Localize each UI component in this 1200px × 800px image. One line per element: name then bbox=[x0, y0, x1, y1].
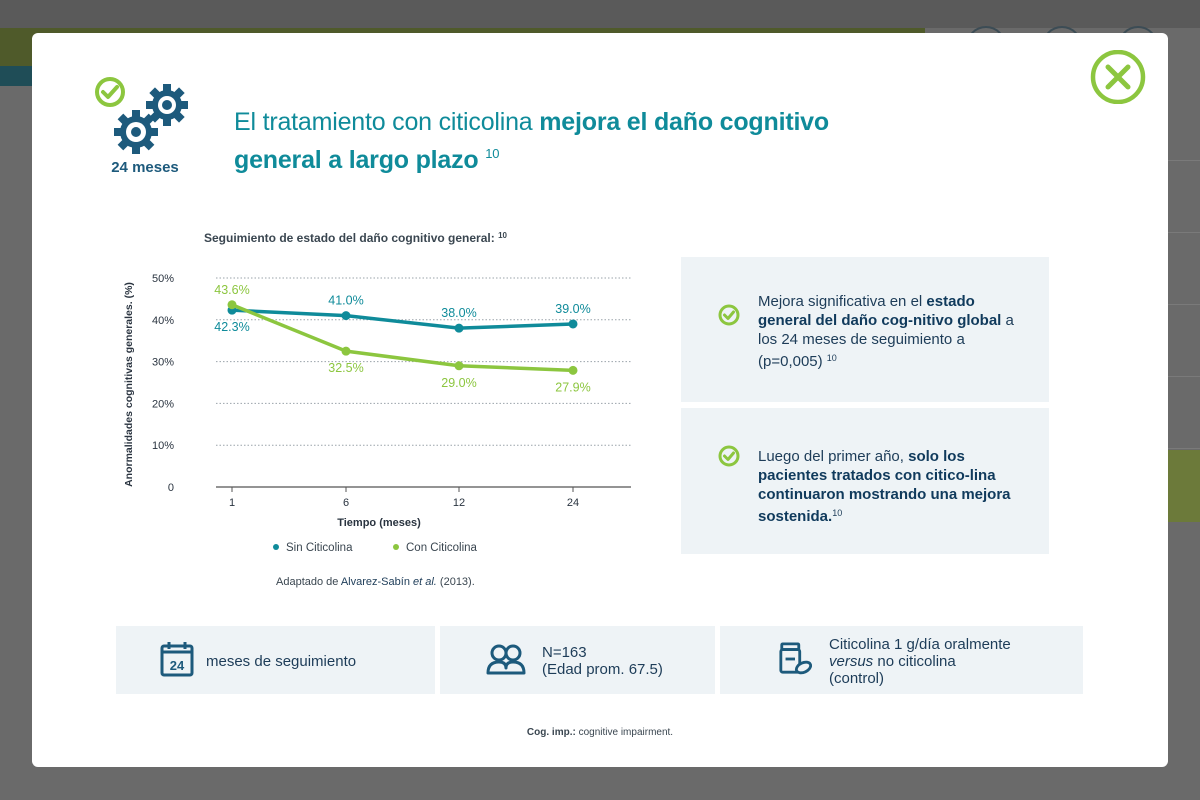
y-tick-label: 20% bbox=[152, 398, 174, 410]
page-title: El tratamiento con citicolina mejora el … bbox=[234, 106, 934, 176]
finding-2-intro: Luego del primer año, bbox=[758, 448, 909, 465]
y-tick-label: 0 bbox=[168, 482, 174, 494]
treatment-line-2: no citicolina bbox=[873, 653, 956, 670]
x-tick-label: 6 bbox=[343, 497, 349, 509]
data-point bbox=[454, 361, 464, 371]
badge-label: 24 meses bbox=[111, 159, 179, 176]
data-label: 43.6% bbox=[214, 283, 249, 297]
source-suffix: (2013). bbox=[436, 576, 475, 588]
y-axis-label: Anormalidades cognitivas generales. (%) bbox=[123, 282, 135, 487]
finding-1-intro: Mejora significativa en el bbox=[758, 293, 927, 310]
info-box-population: N=163 (Edad prom. 67.5) bbox=[440, 626, 715, 694]
finding-2-bold: solo los pacientes tratados con citico-l… bbox=[758, 448, 1011, 525]
title-reference: 10 bbox=[485, 146, 500, 161]
title-bold-1: mejora el daño cognitivo bbox=[539, 108, 829, 136]
legend-marker bbox=[393, 544, 399, 550]
source-note: Adaptado de Alvarez-Sabín et al. (2013). bbox=[276, 576, 475, 588]
finding-panel-1: Mejora significativa en el estado genera… bbox=[681, 257, 1049, 402]
finding-text-2: Luego del primer año, solo los pacientes… bbox=[758, 447, 1023, 526]
legend-label: Con Citicolina bbox=[406, 542, 478, 554]
legend-marker bbox=[273, 544, 279, 550]
footnote-abbrev: Cog. imp.: bbox=[526, 727, 576, 738]
x-tick-label: 1 bbox=[229, 497, 235, 509]
line-chart: 50% 40% 30% 20% 10% 0 1 6 12 24 Tiempo (meses) Anor… bbox=[123, 273, 631, 554]
duration-text: meses de seguimiento bbox=[206, 653, 357, 670]
chart-title-text: Seguimiento de estado del daño cognitivo… bbox=[204, 231, 495, 245]
pills-icon bbox=[779, 642, 812, 675]
source-prefix: Adaptado de bbox=[276, 576, 341, 588]
close-icon[interactable] bbox=[1089, 50, 1147, 104]
check-circle-icon bbox=[718, 304, 740, 326]
people-icon bbox=[486, 644, 526, 675]
data-label: 32.5% bbox=[328, 361, 363, 375]
treatment-line-1: Citicolina 1 g/día oralmente bbox=[829, 636, 1011, 653]
series-line bbox=[231, 308, 574, 330]
population-text: N=163 (Edad prom. 67.5) bbox=[542, 644, 663, 678]
data-label: 42.3% bbox=[214, 320, 249, 334]
calendar-icon: 24 bbox=[160, 642, 194, 677]
data-point bbox=[568, 319, 578, 329]
population-age: (Edad prom. 67.5) bbox=[542, 661, 663, 678]
duration-badge: 24 meses bbox=[95, 77, 195, 177]
data-point bbox=[341, 346, 351, 356]
finding-1-ref: 10 bbox=[826, 353, 837, 363]
x-tick-label: 24 bbox=[567, 497, 579, 509]
data-label: 29.0% bbox=[441, 376, 476, 390]
info-modal: 24 meses El tratamiento con citicolina m… bbox=[32, 33, 1168, 767]
data-label: 38.0% bbox=[441, 306, 476, 320]
y-tick-label: 50% bbox=[152, 273, 174, 285]
series-line bbox=[231, 303, 574, 373]
finding-panel-2: Luego del primer año, solo los pacientes… bbox=[681, 408, 1049, 554]
treatment-text: Citicolina 1 g/día oralmente versus no c… bbox=[829, 636, 1011, 687]
check-circle-icon bbox=[718, 445, 740, 467]
title-bold-2: general a largo plazo bbox=[234, 146, 479, 174]
data-point bbox=[227, 300, 237, 310]
finding-1-bold: estado general del daño cog-nitivo globa… bbox=[758, 293, 1002, 329]
info-box-duration: 24 meses de seguimiento bbox=[116, 626, 435, 694]
x-axis-label: Tiempo (meses) bbox=[337, 517, 421, 529]
info-box-treatment: Citicolina 1 g/día oralmente versus no c… bbox=[720, 626, 1083, 694]
data-label: 41.0% bbox=[328, 294, 363, 308]
treatment-line-3: (control) bbox=[829, 670, 885, 687]
background-topbar bbox=[0, 0, 1200, 28]
x-tick-label: 12 bbox=[453, 497, 465, 509]
footnote: Cog. imp.: cognitive impairment. bbox=[32, 727, 1168, 738]
source-author: Alvarez-Sabín bbox=[340, 576, 413, 588]
finding-1-rest: a los 24 meses de seguimiento a (p=0,005… bbox=[758, 312, 1014, 370]
y-tick-label: 40% bbox=[152, 315, 174, 327]
y-tick-label: 30% bbox=[152, 357, 174, 369]
chart-title-reference: 10 bbox=[498, 231, 507, 240]
legend-label: Sin Citicolina bbox=[286, 542, 353, 554]
data-point bbox=[568, 365, 578, 375]
chart-title: Seguimiento de estado del daño cognitivo… bbox=[204, 231, 507, 245]
data-point bbox=[454, 323, 464, 333]
population-n: N=163 bbox=[542, 644, 587, 661]
data-label: 27.9% bbox=[555, 380, 590, 394]
data-label: 39.0% bbox=[555, 302, 590, 316]
finding-2-ref: 10 bbox=[832, 508, 843, 518]
data-point bbox=[341, 311, 351, 321]
treatment-versus: versus bbox=[829, 653, 874, 670]
title-regular: El tratamiento con citicolina bbox=[234, 108, 540, 136]
source-etal: et al. bbox=[413, 576, 437, 588]
footnote-text: cognitive impairment. bbox=[575, 727, 674, 738]
gears-icon bbox=[95, 77, 188, 154]
background-accent-bar bbox=[0, 66, 40, 86]
y-tick-label: 10% bbox=[152, 440, 174, 452]
finding-text-1: Mejora significativa en el estado genera… bbox=[758, 292, 1023, 371]
calendar-number: 24 bbox=[170, 658, 185, 673]
